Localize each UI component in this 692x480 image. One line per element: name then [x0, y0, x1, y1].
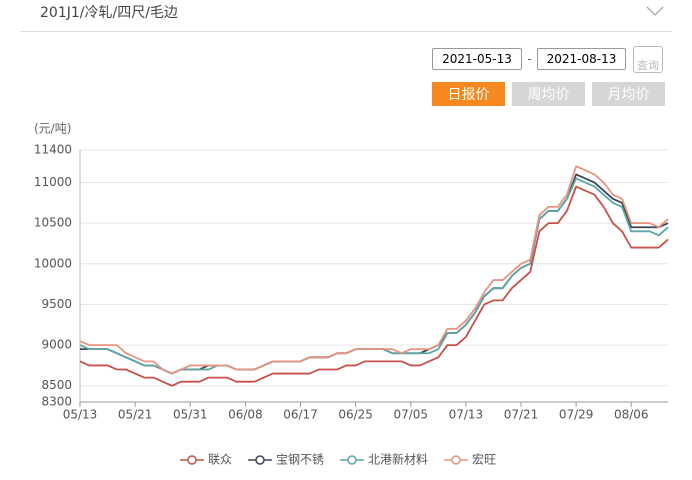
- x-tick-label: 05/31: [173, 408, 208, 422]
- start-date-input[interactable]: 2021-05-13: [432, 48, 522, 70]
- x-tick-label: 08/06: [614, 408, 649, 422]
- legend-item: 宝钢不锈: [248, 453, 324, 467]
- legend-label: 北港新材料: [368, 452, 428, 467]
- y-tick-label: 9500: [41, 297, 72, 311]
- series-line: [79, 165, 669, 375]
- y-unit: (元/吨): [34, 122, 71, 136]
- legend-label: 宏旺: [472, 452, 496, 467]
- legend-label: 宝钢不锈: [276, 453, 324, 467]
- x-tick-label: 07/13: [449, 408, 484, 422]
- end-date-input[interactable]: 2021-08-13: [537, 48, 626, 70]
- x-tick-label: 07/29: [559, 408, 594, 422]
- legend-label: 联众: [208, 453, 232, 467]
- x-tick-label: 05/21: [118, 408, 153, 422]
- y-tick-label: 11000: [34, 175, 72, 189]
- page-title: 201J1/冷轧/四尺/毛边: [40, 5, 178, 21]
- series-line: [79, 177, 669, 375]
- legend-marker: [187, 455, 197, 465]
- legend-marker: [451, 455, 461, 465]
- x-tick-label: 06/17: [283, 408, 318, 422]
- series-line: [80, 173, 669, 375]
- legend-marker: [347, 455, 357, 465]
- x-tick-label: 07/05: [393, 408, 428, 422]
- x-tick-label: 06/25: [338, 408, 373, 422]
- legend-item: 宏旺: [444, 452, 496, 467]
- x-tick-label: 06/08: [228, 408, 263, 422]
- series-line: [79, 185, 669, 387]
- tab-monthly[interactable]: 月均价: [592, 82, 665, 106]
- y-tick-label: 8300: [41, 395, 72, 409]
- legend-item: 联众: [180, 453, 232, 467]
- tab-weekly[interactable]: 周均价: [512, 82, 585, 106]
- y-tick-label: 8500: [41, 378, 72, 392]
- divider: [20, 31, 672, 32]
- y-tick-label: 10500: [34, 216, 72, 230]
- x-tick-label: 07/21: [504, 408, 539, 422]
- legend-item: 北港新材料: [340, 452, 428, 467]
- legend-marker: [255, 455, 265, 465]
- y-tick-label: 10000: [34, 256, 72, 270]
- x-tick-label: 05/13: [63, 408, 98, 422]
- collapse-icon[interactable]: [645, 4, 665, 18]
- date-separator: -: [527, 52, 532, 66]
- y-tick-label: 11400: [34, 143, 72, 157]
- y-tick-label: 9000: [41, 338, 72, 352]
- tab-daily[interactable]: 日报价: [432, 82, 505, 106]
- query-button[interactable]: 查询: [633, 46, 663, 73]
